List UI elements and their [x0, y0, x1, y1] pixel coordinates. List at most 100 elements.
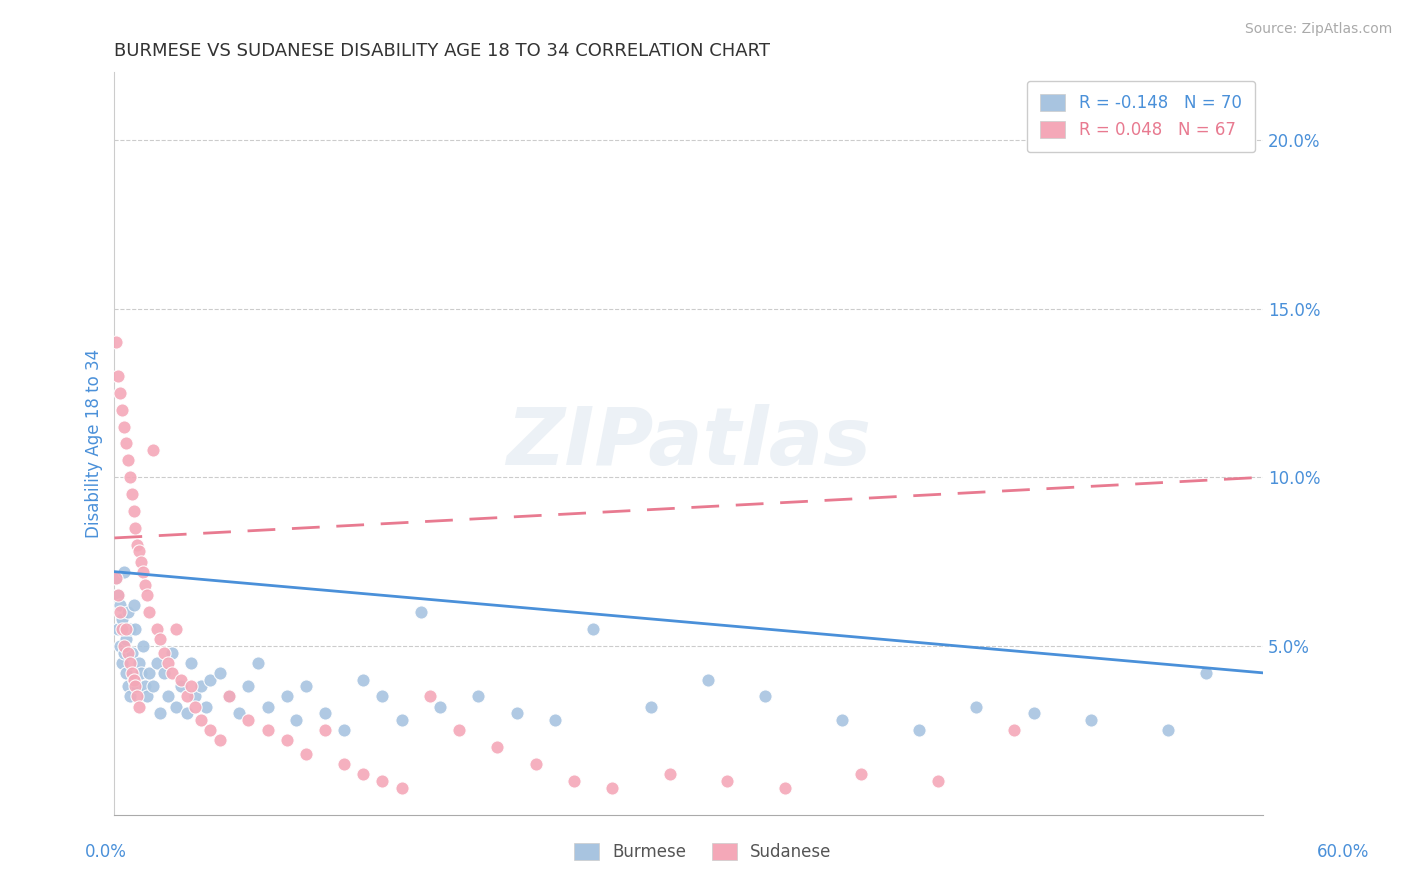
Point: [1156, 723, 1178, 738]
Point: [136, 588, 159, 602]
Point: [582, 622, 605, 636]
Point: [160, 646, 183, 660]
Point: [505, 706, 527, 721]
Point: [124, 622, 146, 636]
Point: [138, 605, 160, 619]
Point: [276, 733, 298, 747]
Point: [190, 679, 212, 693]
Point: [111, 622, 134, 636]
Text: 0.0%: 0.0%: [84, 843, 127, 861]
Point: [121, 487, 143, 501]
Point: [371, 773, 394, 788]
Point: [170, 673, 193, 687]
Point: [124, 679, 146, 693]
Point: [108, 385, 131, 400]
Point: [105, 571, 128, 585]
Point: [391, 713, 413, 727]
Point: [165, 699, 187, 714]
Point: [1022, 706, 1045, 721]
Point: [129, 665, 152, 680]
Point: [697, 673, 720, 687]
Point: [180, 679, 202, 693]
Point: [449, 723, 471, 738]
Point: [142, 443, 165, 458]
Point: [112, 565, 135, 579]
Point: [419, 690, 441, 704]
Point: [256, 699, 278, 714]
Point: [965, 699, 987, 714]
Point: [111, 612, 134, 626]
Point: [127, 538, 149, 552]
Point: [716, 773, 738, 788]
Point: [165, 622, 187, 636]
Point: [247, 656, 270, 670]
Point: [157, 656, 180, 670]
Point: [105, 571, 128, 585]
Point: [371, 690, 394, 704]
Y-axis label: Disability Age 18 to 34: Disability Age 18 to 34: [86, 349, 103, 538]
Point: [129, 555, 152, 569]
Point: [112, 646, 135, 660]
Point: [600, 780, 623, 795]
Point: [409, 605, 432, 619]
Point: [132, 639, 155, 653]
Point: [256, 723, 278, 738]
Point: [524, 756, 547, 771]
Point: [195, 699, 218, 714]
Point: [117, 679, 139, 693]
Point: [127, 679, 149, 693]
Point: [149, 632, 172, 647]
Legend: R = -0.148   N = 70, R = 0.048   N = 67: R = -0.148 N = 70, R = 0.048 N = 67: [1028, 81, 1256, 153]
Point: [153, 646, 176, 660]
Point: [108, 599, 131, 613]
Text: Source: ZipAtlas.com: Source: ZipAtlas.com: [1244, 22, 1392, 37]
Point: [107, 588, 129, 602]
Point: [352, 673, 374, 687]
Point: [238, 679, 260, 693]
Text: ZIPatlas: ZIPatlas: [506, 404, 872, 483]
Point: [115, 632, 138, 647]
Point: [128, 656, 150, 670]
Point: [124, 521, 146, 535]
Point: [142, 679, 165, 693]
Point: [107, 588, 129, 602]
Point: [145, 622, 167, 636]
Point: [544, 713, 567, 727]
Point: [134, 679, 156, 693]
Point: [118, 690, 141, 704]
Point: [658, 767, 681, 781]
Text: BURMESE VS SUDANESE DISABILITY AGE 18 TO 34 CORRELATION CHART: BURMESE VS SUDANESE DISABILITY AGE 18 TO…: [114, 42, 770, 60]
Point: [153, 665, 176, 680]
Point: [121, 646, 143, 660]
Point: [111, 656, 134, 670]
Legend: Burmese, Sudanese: Burmese, Sudanese: [561, 830, 845, 875]
Point: [115, 622, 138, 636]
Point: [486, 740, 509, 755]
Point: [198, 723, 221, 738]
Point: [107, 622, 129, 636]
Point: [108, 639, 131, 653]
Point: [467, 690, 489, 704]
Point: [117, 453, 139, 467]
Point: [122, 599, 145, 613]
Point: [773, 780, 796, 795]
Point: [134, 578, 156, 592]
Point: [238, 713, 260, 727]
Point: [115, 665, 138, 680]
Point: [831, 713, 853, 727]
Point: [108, 605, 131, 619]
Point: [295, 679, 318, 693]
Point: [190, 713, 212, 727]
Point: [118, 656, 141, 670]
Point: [429, 699, 451, 714]
Point: [754, 690, 776, 704]
Text: 60.0%: 60.0%: [1316, 843, 1369, 861]
Point: [117, 646, 139, 660]
Point: [218, 690, 240, 704]
Point: [117, 605, 139, 619]
Point: [160, 665, 183, 680]
Point: [115, 436, 138, 450]
Point: [121, 665, 143, 680]
Point: [285, 713, 308, 727]
Point: [157, 690, 180, 704]
